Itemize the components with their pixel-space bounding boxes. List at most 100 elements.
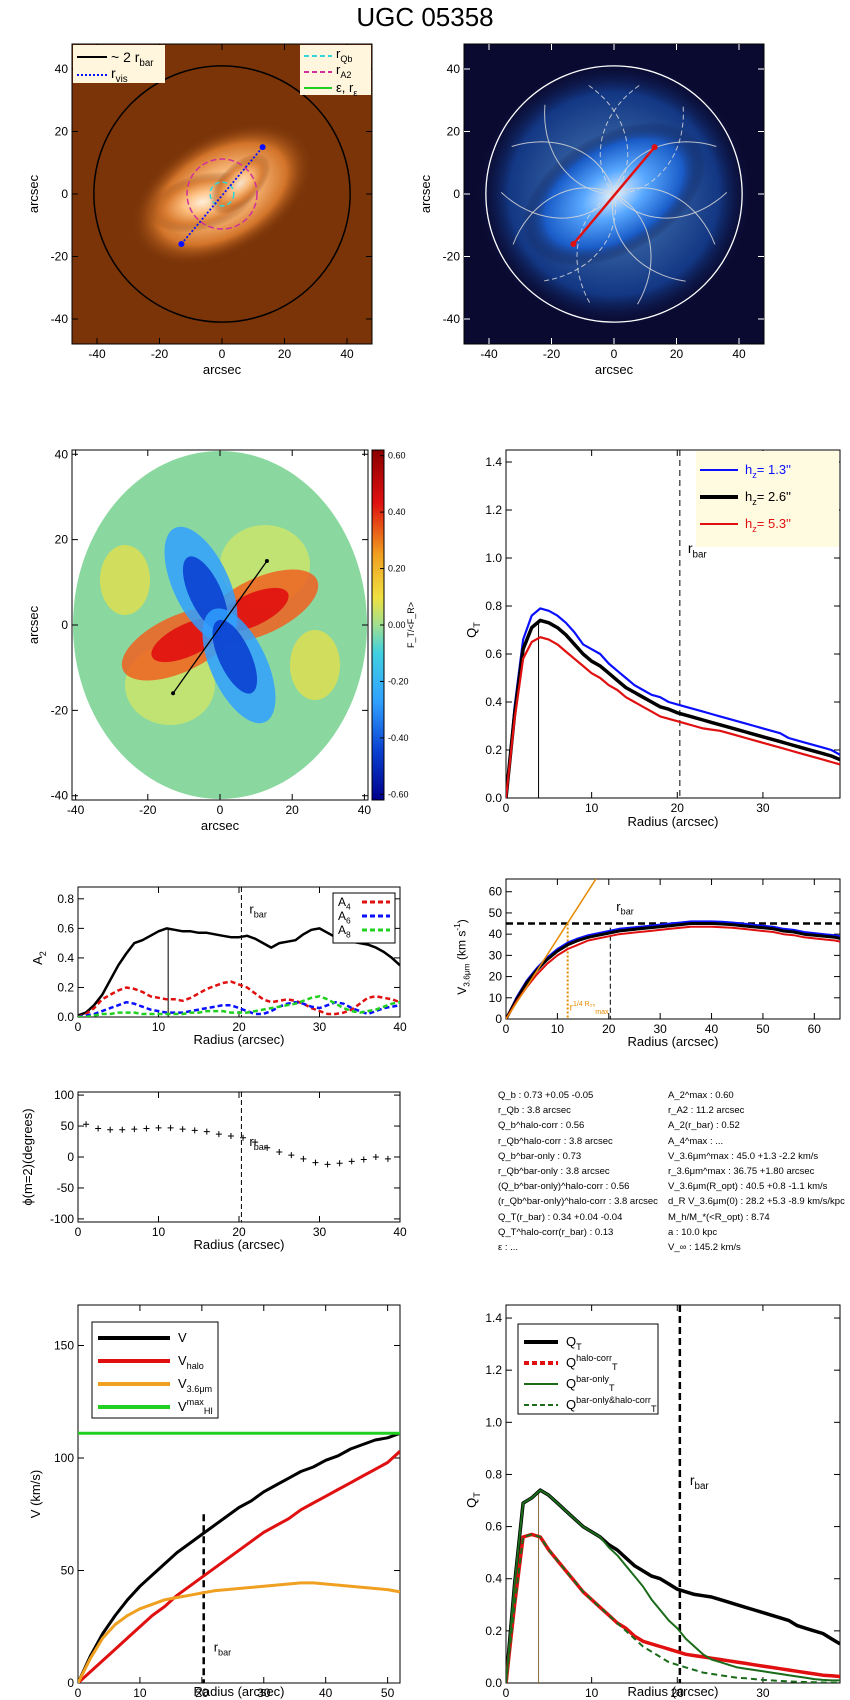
phase-point	[191, 1127, 198, 1134]
params-left-list: Q_b : 0.73 +0.05 -0.05 r_Qb : 3.8 arcsec Q…	[498, 1088, 658, 1255]
contour-line	[613, 104, 684, 195]
parameter-line: (Q_b^bar-only)^halo-corr : 0.56	[498, 1181, 630, 1193]
y-tick-label: 0	[453, 187, 460, 201]
qt-corr-series-group	[506, 1305, 840, 1683]
label-part: T	[472, 1492, 482, 1498]
y-tick-label: 50	[61, 1119, 75, 1133]
x-tick-label: -20	[139, 803, 157, 817]
legend-label: ~ 2 rbar	[111, 49, 154, 69]
y-tick-label: 30	[489, 948, 503, 962]
rbar-label: rbar	[616, 899, 634, 917]
legend-label: hz= 1.3''	[745, 462, 791, 480]
phase-point	[119, 1126, 126, 1133]
y-tick-label: -50	[57, 1181, 75, 1195]
phase-point	[372, 1154, 379, 1160]
x-axis-label: arcsec	[203, 362, 242, 377]
x-tick-label: 0	[217, 803, 224, 817]
params-right-list: A_2^max : 0.60 r_A2 : 11.2 arcsec A_2(r_ba…	[668, 1088, 845, 1255]
x-tick-label: 0	[75, 1020, 82, 1034]
label-part: 3.6μm	[462, 963, 472, 986]
qt-series-line	[506, 636, 840, 798]
label-part: Qb	[340, 54, 352, 64]
x-tick-label: 0	[503, 801, 510, 815]
label-part: = 2.6''	[757, 489, 791, 504]
rmax-label: r1/4 R₂₅max	[570, 1001, 609, 1016]
y-tick-label: 0.4	[485, 695, 502, 709]
rbar-label: rbar	[688, 540, 708, 560]
colorbar-tick-label: -0.20	[388, 676, 409, 686]
parameter-line: r_Qb^halo-corr : 3.8 arcsec	[498, 1135, 613, 1147]
phase-point	[312, 1159, 319, 1166]
phase-point	[167, 1124, 174, 1131]
panel-ratio-map: -40 -20 0 20 40 -40 -20 0 20 40 0.60 0.40 0.20 0.00 -0…	[26, 447, 416, 833]
phase-point	[240, 1134, 247, 1141]
y-tick-label: -40	[51, 312, 69, 326]
y-tick-label: 0.6	[57, 921, 74, 935]
x-tick-label: 20	[671, 1686, 685, 1700]
label-part: z	[752, 470, 757, 480]
legend-label: hz= 5.3''	[745, 516, 791, 534]
qt-bar-series-line	[506, 1489, 840, 1683]
rvis-line	[180, 146, 264, 245]
axes-frame	[77, 1304, 401, 1684]
colorbar-label: F_T/<F_R>	[406, 602, 416, 648]
legend-label: A8	[338, 923, 351, 940]
y-tick-label: 1.2	[485, 1363, 502, 1377]
label-part: 3.6μm	[187, 1384, 212, 1394]
y-tick-label: 0	[495, 1012, 502, 1026]
label-part: bar	[139, 58, 154, 69]
rbar-circle	[93, 65, 351, 323]
axes-frame	[505, 1304, 841, 1684]
label-part: A2	[340, 70, 351, 80]
x-tick-label: 20	[671, 801, 685, 815]
y-tick-label: 1.4	[485, 455, 502, 469]
colorbar-tick-label: -0.40	[388, 733, 409, 743]
contour-line	[613, 187, 716, 245]
label-part: vis	[116, 74, 128, 85]
y-tick-label: 0.8	[485, 599, 502, 613]
label-part: 4	[346, 902, 351, 912]
rotation-series-line	[78, 1581, 400, 1683]
x-tick-label: 30	[653, 1022, 667, 1036]
phase-point	[276, 1149, 283, 1156]
x-axis-label: Radius (arcsec)	[627, 1034, 718, 1049]
label-part: HI	[204, 1406, 213, 1416]
x-tick-label: -20	[543, 347, 561, 361]
label-part: halo	[187, 1361, 204, 1371]
x-tick-label: -20	[151, 347, 169, 361]
phase-point	[252, 1139, 259, 1146]
label-part: r	[249, 902, 254, 917]
parameter-line: r_Qb^bar-only : 3.8 arcsec	[498, 1166, 610, 1178]
x-tick-label: 20	[232, 1020, 246, 1034]
y-tick-label: -20	[443, 250, 461, 264]
label-part: r	[616, 899, 621, 914]
x-tick-label: 10	[585, 1686, 599, 1700]
parameter-line: Q_T(r_bar) : 0.34 +0.04 -0.04	[498, 1211, 623, 1223]
rQb-circle	[209, 181, 235, 207]
y-tick-label: 20	[489, 970, 503, 984]
x-tick-label: 0	[219, 347, 226, 361]
phase-point	[336, 1160, 343, 1167]
label-part: Q	[566, 1355, 576, 1370]
x-tick-label: 30	[313, 1225, 327, 1239]
rotation-series-line	[78, 1431, 400, 1683]
contour-line	[611, 193, 686, 282]
y-tick-label: 1.0	[485, 551, 502, 565]
contour-line	[613, 193, 652, 305]
label-part: bar	[254, 1142, 267, 1152]
x-tick-label: 40	[393, 1020, 407, 1034]
galaxy-arm	[209, 153, 271, 215]
colorbar-tick-label: 0.20	[388, 564, 406, 574]
map-region	[100, 545, 150, 615]
y-axis-label: arcsec	[26, 174, 41, 213]
legend-label: A6	[338, 909, 351, 926]
label-part: h	[745, 489, 752, 504]
phase-point	[131, 1126, 138, 1133]
label-part: )	[455, 919, 469, 923]
x-tick-label: 20	[195, 1686, 209, 1700]
y-tick-label: 20	[55, 125, 69, 139]
y-tick-label: 40	[55, 447, 69, 461]
rA2-circle	[186, 158, 258, 230]
